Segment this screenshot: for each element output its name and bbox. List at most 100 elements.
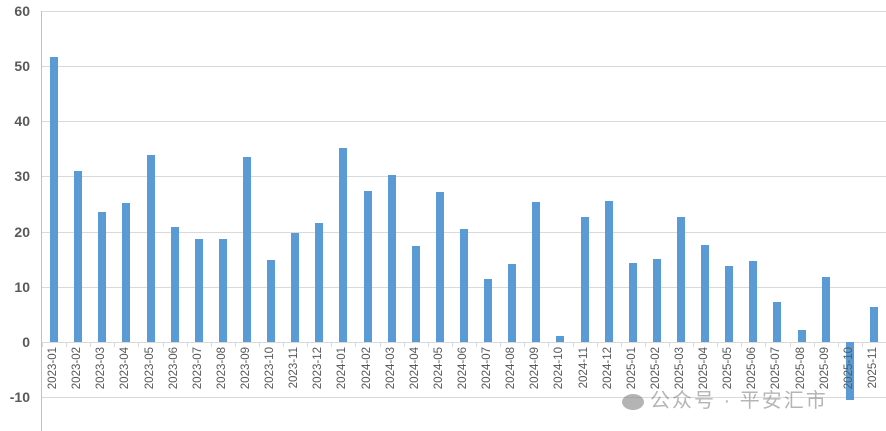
y-tick-label: -10	[9, 389, 30, 406]
x-tick-text: 2025-04	[698, 347, 711, 390]
x-tick-text: 2023-11	[288, 347, 301, 389]
bar-2023-03	[98, 211, 107, 342]
bar-2023-10	[267, 259, 276, 342]
x-tick-text: 2024-10	[553, 347, 566, 390]
wechat-icon	[622, 393, 644, 410]
x-tick-text: 2024-02	[360, 347, 373, 390]
x-tick-label: 2024-04	[409, 347, 423, 395]
x-tick-text: 2024-09	[529, 347, 542, 390]
bar-2025-07	[773, 302, 782, 342]
x-tick-label: 2023-04	[119, 347, 133, 395]
y-tick-label: 50	[14, 58, 30, 74]
x-tick-mark	[114, 342, 115, 347]
x-tick-mark	[838, 342, 839, 347]
x-tick-text: 2024-11	[577, 347, 590, 389]
x-tick-text: 2023-01	[47, 347, 60, 390]
bar-2024-10	[556, 335, 565, 342]
gridline	[42, 121, 886, 122]
x-tick-label: 2023-11	[288, 347, 302, 395]
x-tick-label: 2023-09	[240, 347, 254, 395]
bar-2025-03	[677, 217, 686, 342]
watermark-text: 公众号 · 平安汇市	[650, 390, 828, 412]
x-tick-label: 2024-07	[481, 347, 495, 395]
bar-2023-02	[74, 170, 83, 342]
gridline	[42, 342, 886, 343]
x-tick-mark	[669, 342, 670, 347]
bar-2024-08	[508, 264, 517, 342]
bar-2023-04	[122, 202, 131, 342]
x-tick-mark	[573, 342, 574, 347]
gridline	[42, 11, 886, 12]
bar-2023-09	[242, 157, 251, 342]
y-axis-line	[41, 11, 42, 431]
x-tick-text: 2025-07	[770, 347, 783, 390]
bar-2023-11	[291, 232, 300, 342]
x-tick-label: 2024-10	[553, 347, 567, 395]
bar-2024-01	[339, 147, 348, 342]
y-tick-label: 40	[14, 113, 30, 130]
y-tick-label: 0	[22, 334, 30, 350]
x-tick-label: 2023-05	[144, 347, 158, 395]
x-tick-mark	[862, 342, 863, 347]
bar-2024-02	[363, 190, 372, 342]
x-tick-mark	[597, 342, 598, 347]
x-tick-text: 2025-10	[842, 347, 855, 390]
x-tick-label: 2025-10	[843, 347, 857, 395]
x-tick-text: 2025-03	[674, 347, 687, 390]
x-tick-label: 2025-11	[867, 347, 881, 395]
bar-2025-06	[749, 260, 758, 342]
x-tick-mark	[235, 342, 236, 347]
x-tick-mark	[331, 342, 332, 347]
x-tick-mark	[741, 342, 742, 347]
x-tick-label: 2024-12	[602, 347, 616, 395]
x-tick-text: 2023-07	[191, 347, 204, 390]
gridline	[42, 66, 886, 67]
x-tick-mark	[66, 342, 67, 347]
x-tick-mark	[548, 342, 549, 347]
x-tick-text: 2023-08	[215, 347, 228, 390]
x-tick-mark	[187, 342, 188, 347]
x-tick-text: 2024-07	[481, 347, 494, 390]
x-tick-label: 2024-08	[505, 347, 519, 395]
x-tick-mark	[380, 342, 381, 347]
x-tick-mark	[283, 342, 284, 347]
bar-2023-05	[146, 154, 155, 342]
x-tick-mark	[163, 342, 164, 347]
x-tick-label: 2024-05	[433, 347, 447, 395]
x-tick-text: 2024-05	[432, 347, 445, 390]
x-tick-mark	[428, 342, 429, 347]
x-tick-text: 2024-01	[336, 347, 349, 390]
x-tick-text: 2023-09	[239, 347, 252, 390]
gridline	[42, 397, 886, 398]
bar-2023-08	[218, 238, 227, 342]
bar-2025-11	[869, 307, 878, 342]
bar-2025-08	[797, 329, 806, 342]
x-tick-text: 2025-06	[746, 347, 759, 390]
x-tick-mark	[259, 342, 260, 347]
x-tick-label: 2023-08	[216, 347, 230, 395]
bar-2024-05	[435, 191, 444, 342]
x-tick-label: 2024-02	[361, 347, 375, 395]
bar-2025-09	[821, 276, 830, 342]
x-tick-text: 2024-12	[601, 347, 614, 390]
x-tick-text: 2023-10	[264, 347, 277, 390]
x-tick-label: 2023-03	[95, 347, 109, 395]
bar-2025-05	[725, 265, 734, 342]
x-tick-text: 2023-06	[167, 347, 180, 390]
x-tick-label: 2023-07	[192, 347, 206, 395]
x-tick-mark	[717, 342, 718, 347]
x-tick-mark	[524, 342, 525, 347]
x-tick-text: 2024-03	[384, 347, 397, 390]
bar-2023-12	[315, 222, 324, 342]
x-tick-text: 2024-04	[408, 347, 421, 390]
y-tick-label: 20	[14, 223, 30, 240]
x-tick-text: 2025-01	[625, 347, 638, 390]
x-tick-mark	[42, 342, 43, 347]
y-tick-label: 10	[14, 278, 30, 295]
x-tick-text: 2025-02	[649, 347, 662, 390]
x-tick-label: 2023-02	[71, 347, 85, 395]
bar-2025-01	[628, 263, 637, 342]
bar-2024-03	[387, 174, 396, 342]
bar-2024-11	[580, 217, 589, 342]
